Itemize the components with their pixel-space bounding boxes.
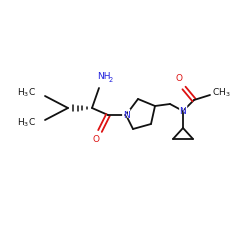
Text: N: N xyxy=(122,110,130,120)
Text: O: O xyxy=(176,74,182,83)
Text: CH$_3$: CH$_3$ xyxy=(212,87,231,99)
Text: NH: NH xyxy=(97,72,110,81)
Text: H$_3$C: H$_3$C xyxy=(17,87,36,99)
Text: N: N xyxy=(121,108,131,122)
Text: O: O xyxy=(92,135,100,144)
Text: N: N xyxy=(178,104,188,118)
Text: 2: 2 xyxy=(109,77,113,83)
Text: N: N xyxy=(180,106,186,116)
Text: H$_3$C: H$_3$C xyxy=(17,117,36,129)
